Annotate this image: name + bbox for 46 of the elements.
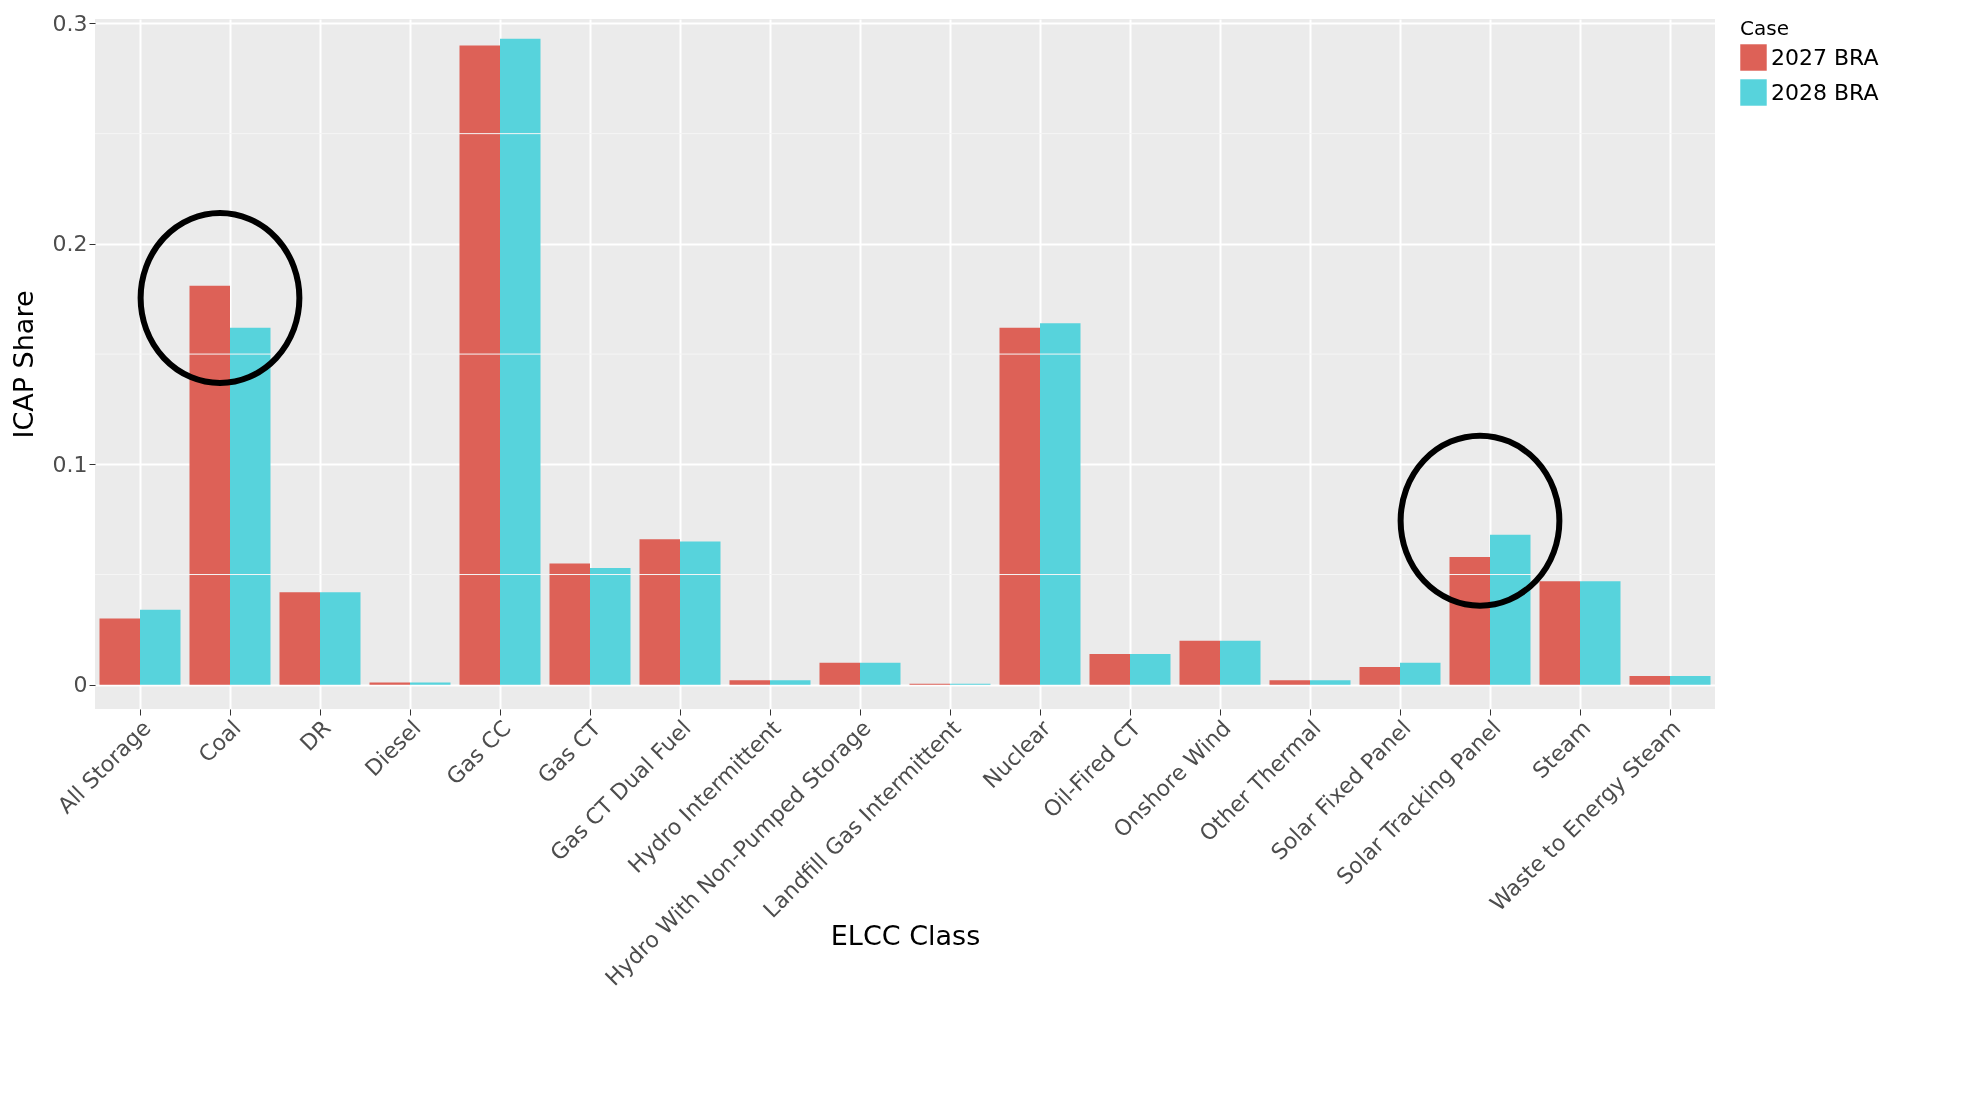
bar <box>1220 640 1261 685</box>
bar <box>680 541 721 685</box>
y-axis-title: ICAP Share <box>7 290 39 439</box>
bar <box>590 567 631 685</box>
y-tick-label: 0.3 <box>52 10 88 36</box>
bar <box>1629 675 1670 685</box>
y-tick-label: 0.1 <box>52 451 88 477</box>
bar <box>1449 556 1490 685</box>
bar <box>1130 653 1171 685</box>
bar <box>320 592 361 685</box>
bar <box>1089 653 1130 685</box>
bar <box>1359 667 1400 685</box>
legend-label: 2028 BRA <box>1771 79 1879 105</box>
bar <box>1539 581 1580 685</box>
bar <box>189 285 230 685</box>
bar <box>549 563 590 685</box>
bar <box>819 662 860 685</box>
bar <box>459 45 500 685</box>
bar <box>369 682 410 685</box>
bar <box>1490 534 1531 685</box>
legend-label: 2027 BRA <box>1771 44 1879 70</box>
bar <box>1400 662 1441 685</box>
x-axis-title: ELCC Class <box>830 919 981 951</box>
x-tick-label: Gas CT <box>532 714 606 789</box>
bar <box>770 680 811 685</box>
bar <box>1580 581 1621 685</box>
legend-title: Case <box>1740 16 1789 40</box>
bar <box>1269 680 1310 685</box>
bar <box>500 38 541 685</box>
y-tick-label: 0 <box>73 672 88 698</box>
bar <box>729 680 770 685</box>
bar <box>999 327 1040 685</box>
bar <box>410 682 451 685</box>
bar <box>1040 323 1081 685</box>
x-tick-label: DR <box>295 715 336 756</box>
bar <box>1179 640 1220 685</box>
bar <box>639 539 680 685</box>
bar <box>1670 675 1711 685</box>
bar <box>99 618 140 685</box>
bar <box>140 609 181 685</box>
bar <box>1310 680 1351 685</box>
bar <box>279 592 320 685</box>
y-tick-label: 0.2 <box>52 231 88 257</box>
x-tick-label: Gas CC <box>441 715 516 790</box>
bar <box>860 662 901 685</box>
bar <box>230 327 271 685</box>
